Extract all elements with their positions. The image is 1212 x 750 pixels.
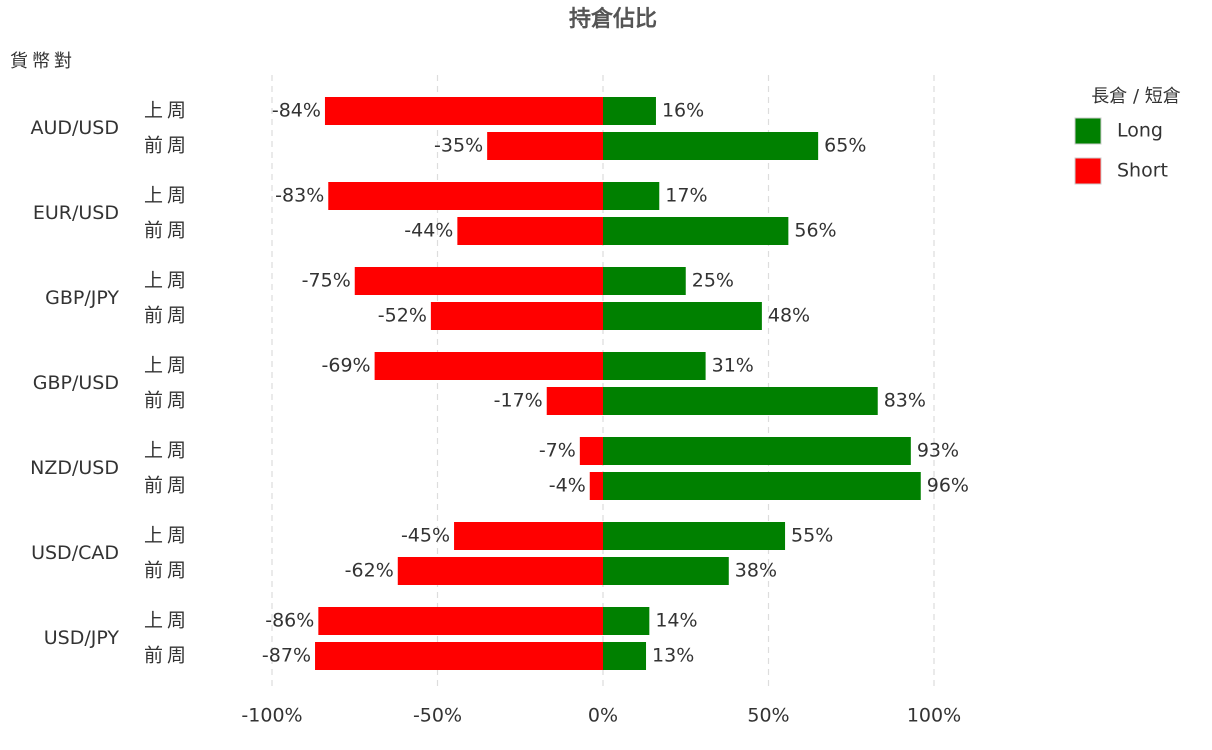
bar (374, 352, 603, 380)
x-tick-label: 0% (588, 705, 618, 727)
value-label: 93% (917, 440, 959, 462)
bar (397, 557, 603, 585)
value-label: -69% (322, 355, 371, 377)
value-label: 13% (652, 645, 694, 667)
legend-swatch (1074, 157, 1102, 185)
value-label: -86% (265, 610, 314, 632)
value-label: -62% (345, 560, 394, 582)
y-axis-label: 貨幣對 (10, 51, 76, 72)
group-label: USD/CAD (31, 542, 119, 564)
value-label: 83% (884, 390, 926, 412)
value-label: -7% (539, 440, 576, 462)
x-tick-label: -50% (413, 705, 462, 727)
category-label: 前周 (144, 475, 190, 497)
bar (603, 132, 819, 160)
value-label: 38% (735, 560, 777, 582)
category-label: 前周 (144, 135, 190, 157)
value-label: -44% (404, 220, 453, 242)
bar (328, 182, 603, 210)
bar (603, 97, 656, 125)
category-label: 上周 (144, 100, 190, 122)
category-label: 上周 (144, 355, 190, 377)
bar (457, 217, 603, 245)
group-label: AUD/USD (30, 117, 119, 139)
value-label: 55% (791, 525, 833, 547)
legend-swatch (1074, 117, 1102, 145)
bar (454, 522, 603, 550)
legend-label: Short (1117, 160, 1168, 182)
bar (315, 642, 603, 670)
value-label: 25% (692, 270, 734, 292)
bar (603, 522, 786, 550)
category-label: 前周 (144, 220, 190, 242)
value-label: 17% (665, 185, 707, 207)
bar (603, 472, 921, 500)
group-label: EUR/USD (33, 202, 119, 224)
bar (603, 607, 650, 635)
value-label: -75% (302, 270, 351, 292)
category-label: 上周 (144, 270, 190, 292)
x-tick-label: 100% (907, 705, 961, 727)
value-label: 31% (712, 355, 754, 377)
value-label: 65% (824, 135, 866, 157)
value-label: 48% (768, 305, 810, 327)
group-label: NZD/USD (30, 457, 119, 479)
legend-title: 長倉 / 短倉 (1091, 86, 1181, 107)
bar (354, 267, 603, 295)
bar (603, 217, 789, 245)
value-label: 96% (927, 475, 969, 497)
value-label: -35% (434, 135, 483, 157)
value-label: 56% (794, 220, 836, 242)
value-label: -17% (494, 390, 543, 412)
bar (603, 352, 706, 380)
bar (487, 132, 603, 160)
value-label: 14% (655, 610, 697, 632)
group-label: USD/JPY (44, 627, 120, 649)
value-label: -84% (272, 100, 321, 122)
category-label: 前周 (144, 560, 190, 582)
bar (430, 302, 603, 330)
category-label: 前周 (144, 305, 190, 327)
value-label: -45% (401, 525, 450, 547)
value-label: 16% (662, 100, 704, 122)
category-label: 上周 (144, 185, 190, 207)
bar (324, 97, 603, 125)
category-label: 前周 (144, 390, 190, 412)
value-label: -87% (262, 645, 311, 667)
bar (603, 267, 686, 295)
bar (603, 387, 878, 415)
bar (546, 387, 603, 415)
bar (318, 607, 603, 635)
category-label: 前周 (144, 645, 190, 667)
x-tick-label: -100% (241, 705, 302, 727)
category-label: 上周 (144, 440, 190, 462)
value-label: -83% (275, 185, 324, 207)
x-tick-label: 50% (747, 705, 789, 727)
chart-title: 持倉佔比 (569, 6, 657, 32)
bar (579, 437, 603, 465)
group-label: GBP/USD (33, 372, 119, 394)
bar (603, 437, 911, 465)
value-label: -4% (549, 475, 586, 497)
value-label: -52% (378, 305, 427, 327)
bar (603, 557, 729, 585)
legend-label: Long (1117, 120, 1163, 142)
category-label: 上周 (144, 525, 190, 547)
group-label: GBP/JPY (45, 287, 119, 309)
bar (603, 182, 660, 210)
category-label: 上周 (144, 610, 190, 632)
bar (589, 472, 603, 500)
bar (603, 642, 647, 670)
bar (603, 302, 762, 330)
